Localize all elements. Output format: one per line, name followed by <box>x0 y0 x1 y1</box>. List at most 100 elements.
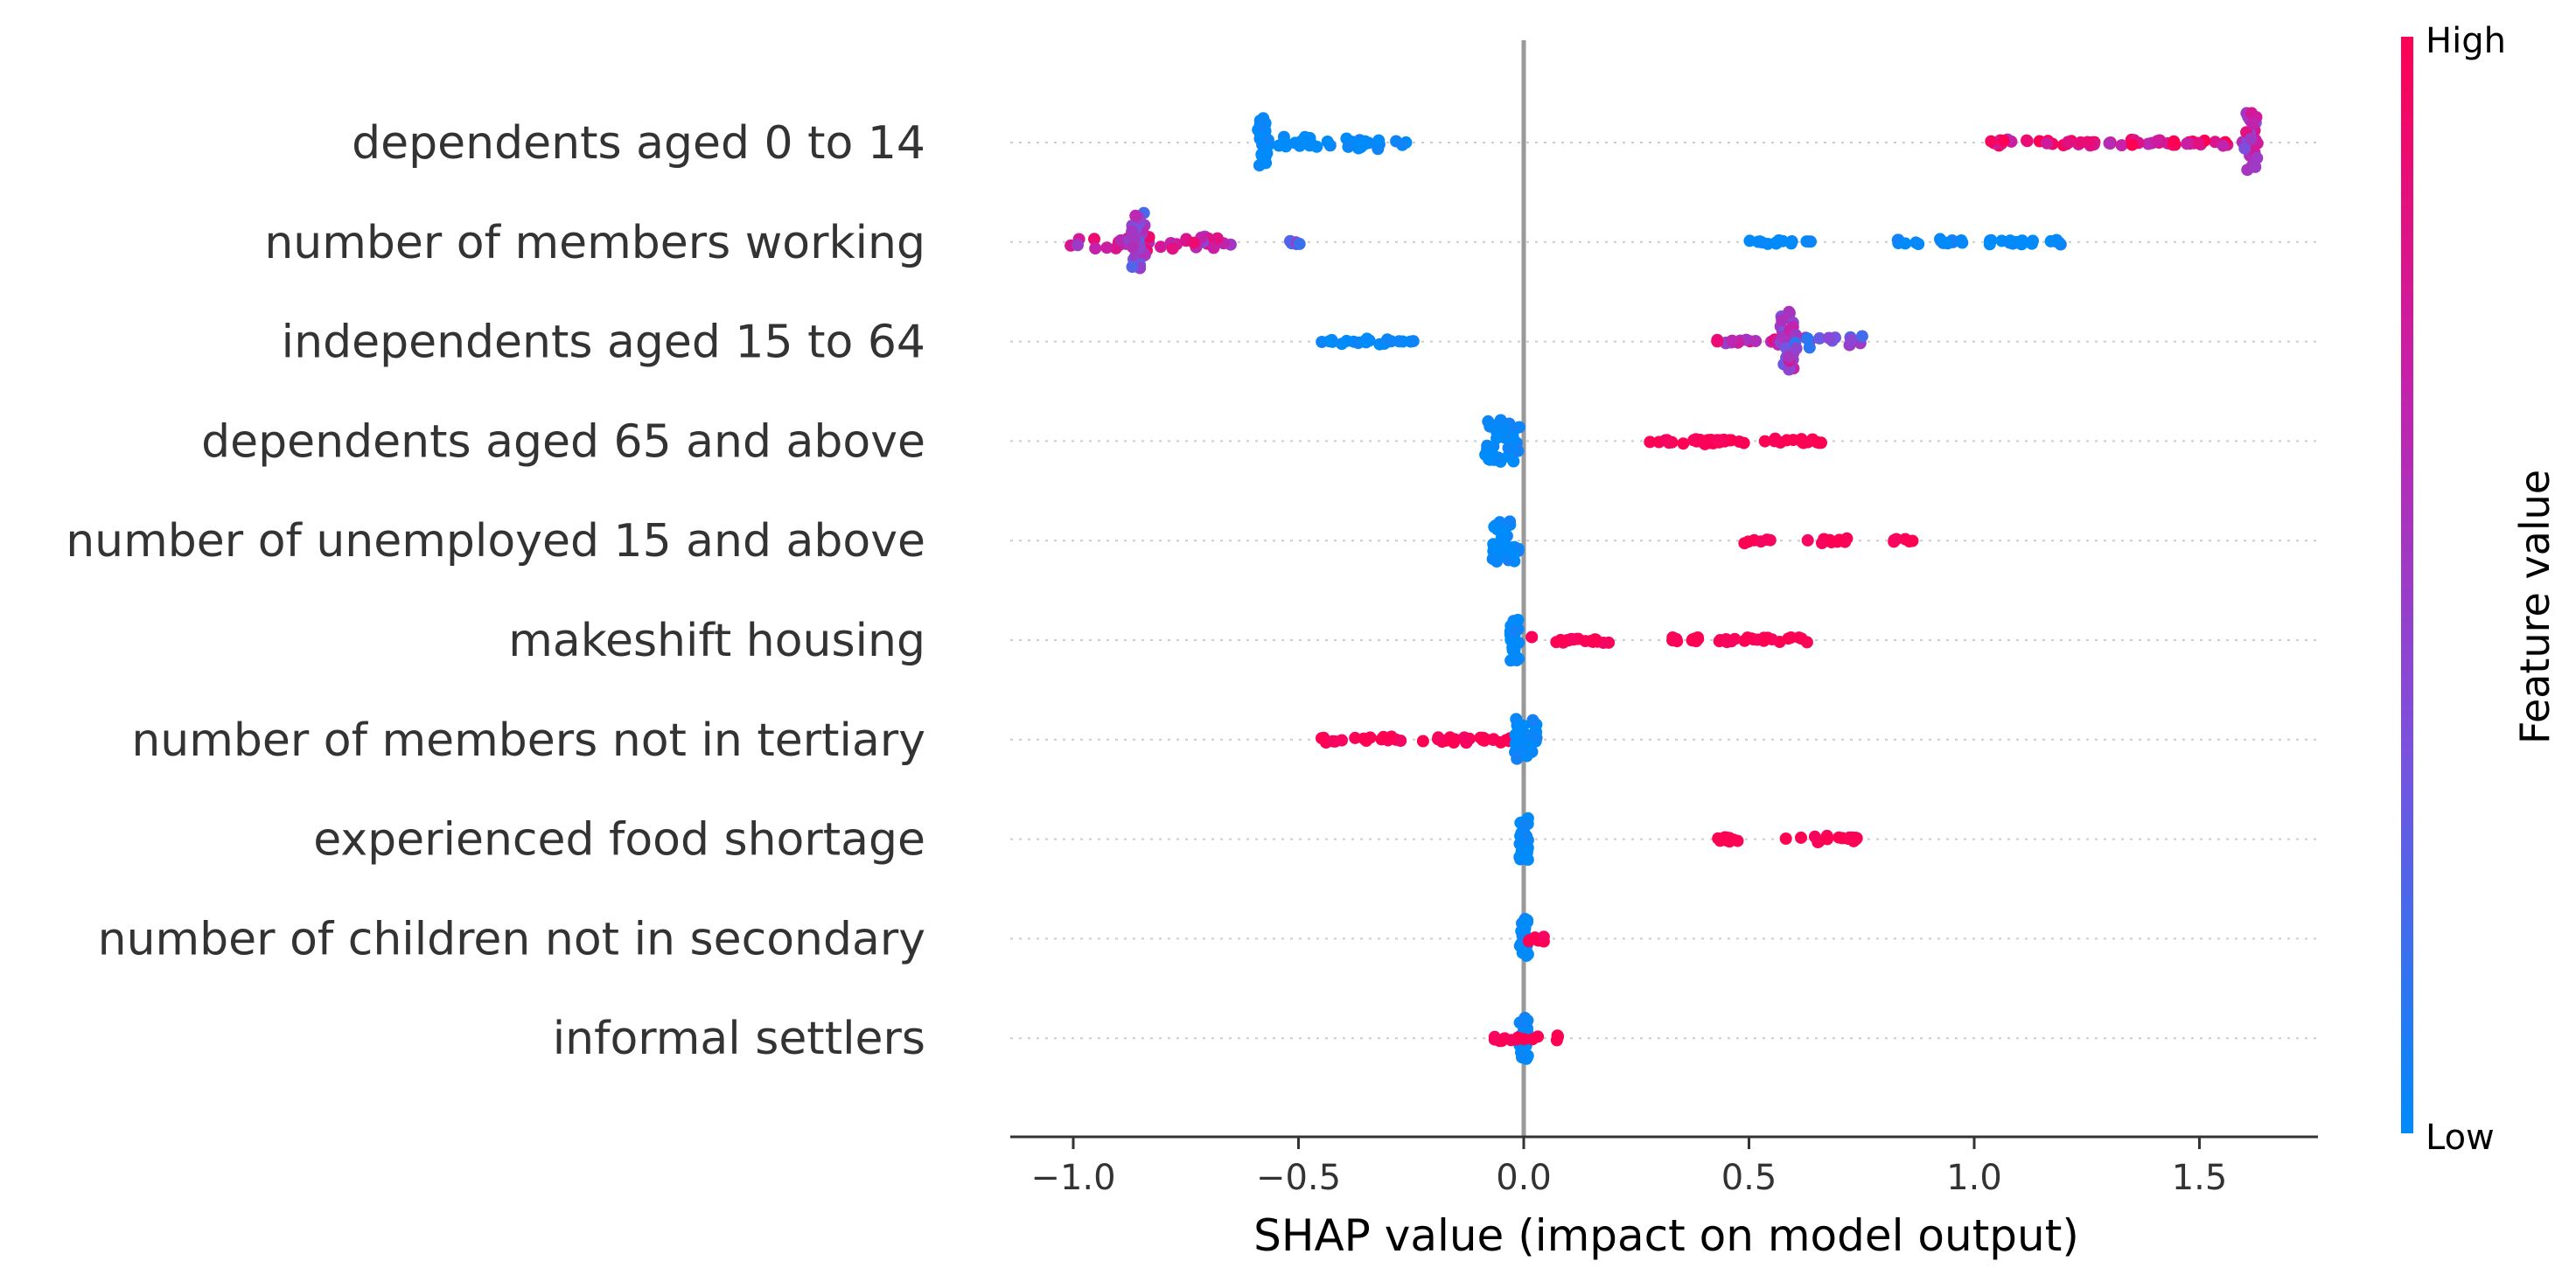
shap-point <box>1939 236 1952 249</box>
shap-point <box>1316 732 1328 745</box>
shap-point <box>2021 134 2033 147</box>
shap-point <box>1407 335 1420 348</box>
shap-point <box>1816 537 1828 549</box>
shap-point <box>1737 436 1750 449</box>
x-tick-label: −1.0 <box>1030 1158 1115 1198</box>
shap-point <box>2063 136 2076 149</box>
shap-point <box>1257 148 1270 161</box>
shap-point <box>1783 350 1796 363</box>
shap-point <box>1100 241 1113 254</box>
shap-point <box>1699 437 1712 450</box>
shap-point <box>1494 414 1507 427</box>
shap-point <box>1072 239 1084 252</box>
shap-point <box>2041 136 2054 150</box>
shap-point <box>1494 735 1507 749</box>
shap-point <box>1460 736 1473 749</box>
row-guides <box>1010 142 2318 1040</box>
shap-point <box>1525 631 1539 644</box>
shap-point <box>1808 830 1821 843</box>
colorbar-title: Feature value <box>2511 469 2559 744</box>
shap-point <box>2015 234 2028 247</box>
shap-point <box>1509 648 1522 661</box>
shap-point <box>2238 142 2251 155</box>
shap-point <box>1211 232 1224 245</box>
shap-point <box>1899 237 1912 250</box>
shap-point <box>1358 335 1371 348</box>
shap-point <box>1843 831 1856 844</box>
x-tick-label: 1.0 <box>1946 1158 2002 1198</box>
shap-point <box>1909 236 1923 249</box>
shap-point <box>1507 547 1520 561</box>
shap-point <box>1166 242 1179 255</box>
shap-point <box>2216 139 2230 152</box>
shap-point <box>1394 735 1407 747</box>
feature-label: experienced food shortage <box>313 814 925 867</box>
shap-point <box>1511 752 1524 765</box>
shap-point <box>1833 533 1846 547</box>
shap-point <box>1517 719 1530 732</box>
shap-point <box>1983 238 1996 251</box>
feature-label: dependents aged 0 to 14 <box>352 117 925 170</box>
shap-point <box>1207 241 1220 254</box>
shap-point <box>2050 233 2063 247</box>
shap-point <box>2192 136 2205 150</box>
shap-point <box>1738 537 1751 550</box>
shap-point <box>1360 735 1372 747</box>
shap-point <box>1711 335 1724 348</box>
shap-point <box>1795 632 1808 645</box>
shap-point <box>1690 635 1703 648</box>
shap-point <box>1510 624 1522 637</box>
shap-point <box>1521 948 1534 961</box>
shap-point <box>1779 833 1792 845</box>
shap-point <box>1888 533 1901 547</box>
shap-point <box>1821 833 1833 846</box>
shap-point <box>1321 136 1334 148</box>
shap-point <box>1587 635 1600 648</box>
shap-point <box>1537 930 1550 944</box>
shap-point <box>1554 633 1567 646</box>
shap-point <box>1721 634 1735 647</box>
shap-point <box>2246 117 2259 130</box>
shap-point <box>1504 515 1517 528</box>
shap-point <box>1448 736 1460 749</box>
shap-point <box>1769 432 1782 445</box>
shap-point <box>1687 434 1700 447</box>
shap-point <box>1521 833 1534 847</box>
shap-point <box>1855 330 1868 343</box>
shap-point <box>1742 631 1755 644</box>
shap-point <box>1488 542 1500 555</box>
shap-point <box>1089 242 1102 255</box>
shap-point <box>1126 225 1139 238</box>
shap-point <box>1416 735 1429 748</box>
shap-point <box>2126 138 2139 151</box>
shap-point <box>1512 421 1525 434</box>
shap-point <box>1677 437 1690 450</box>
shap-point <box>1279 136 1292 149</box>
shap-point <box>1801 533 1814 547</box>
shap-point <box>1126 240 1139 254</box>
shap-point <box>1293 237 1306 250</box>
shap-point <box>1504 1034 1518 1047</box>
shap-point <box>2115 139 2128 152</box>
shap-point <box>1956 236 1969 249</box>
shap-point <box>1349 731 1362 744</box>
feature-label: makeshift housing <box>508 615 925 667</box>
shap-point <box>1298 130 1311 143</box>
shap-point <box>1358 137 1371 150</box>
shap-point <box>1776 314 1789 327</box>
shap-point <box>1377 730 1390 743</box>
shap-point <box>1718 831 1731 844</box>
shap-point <box>1518 1033 1531 1046</box>
shap-point <box>1433 732 1446 745</box>
shap-point <box>1129 209 1142 222</box>
shap-point <box>1784 237 1798 250</box>
feature-label: number of children not in secondary <box>98 913 925 965</box>
shap-point <box>1755 535 1768 548</box>
shap-point <box>1509 737 1522 750</box>
feature-label: number of members not in tertiary <box>131 714 925 767</box>
shap-point <box>2025 237 2038 250</box>
shap-point <box>1478 734 1490 747</box>
shap-point <box>1488 1030 1501 1043</box>
shap-point <box>1795 831 1807 844</box>
shap-point <box>1711 434 1724 447</box>
